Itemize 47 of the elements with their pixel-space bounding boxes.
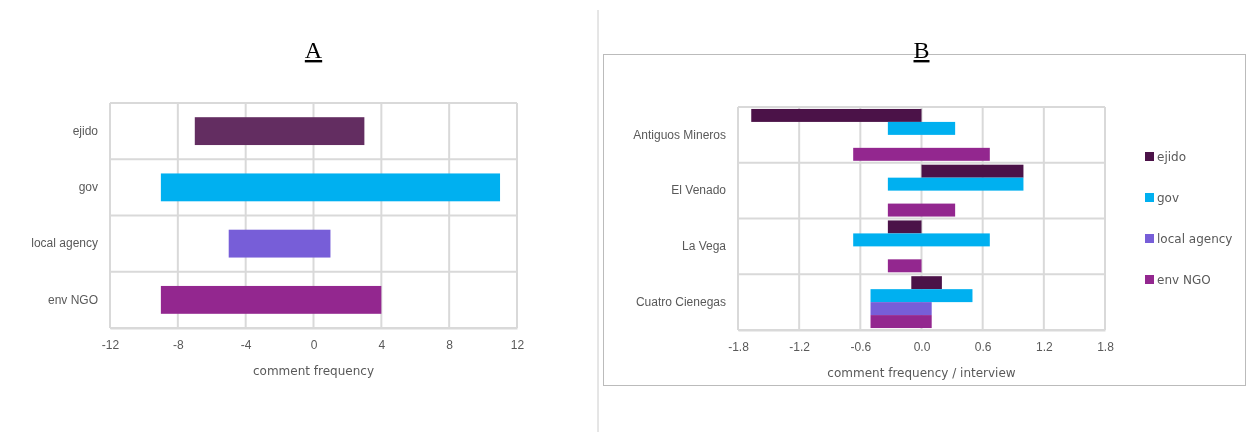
y-tick-label: gov bbox=[78, 180, 98, 195]
bar bbox=[887, 259, 922, 273]
x-tick-label: -1.8 bbox=[728, 339, 750, 354]
bar bbox=[887, 121, 956, 135]
x-tick-label: 1.8 bbox=[1097, 339, 1115, 354]
x-tick-label: 4 bbox=[378, 337, 386, 352]
x-tick-label: 12 bbox=[510, 337, 525, 352]
bar bbox=[228, 229, 331, 258]
x-tick-label: -8 bbox=[173, 337, 184, 352]
x-axis-title: comment frequency / interview bbox=[827, 366, 1016, 380]
y-tick-label: La Vega bbox=[681, 239, 727, 254]
bar bbox=[160, 285, 382, 314]
bar bbox=[160, 173, 501, 202]
bar bbox=[870, 289, 973, 303]
y-tick-label: Cuatro Cienegas bbox=[635, 294, 726, 309]
bar bbox=[853, 233, 990, 247]
legend-label: local agency bbox=[1157, 232, 1233, 246]
x-tick-label: -0.6 bbox=[850, 339, 872, 354]
bar bbox=[751, 108, 922, 122]
x-tick-label: 8 bbox=[446, 337, 454, 352]
x-tick-label: 0.6 bbox=[974, 339, 992, 354]
x-tick-label: -1.2 bbox=[789, 339, 811, 354]
legend-label: gov bbox=[1157, 191, 1180, 205]
y-tick-label: ejido bbox=[72, 123, 99, 138]
bar bbox=[911, 276, 942, 290]
chart-title: A bbox=[304, 37, 323, 63]
y-tick-label: El Venado bbox=[671, 183, 727, 198]
legend-label: ejido bbox=[1157, 150, 1187, 164]
y-tick-label: env NGO bbox=[47, 292, 98, 307]
x-tick-label: -4 bbox=[240, 337, 252, 352]
x-tick-label: 1.2 bbox=[1035, 339, 1053, 354]
bar bbox=[887, 177, 1024, 191]
bar bbox=[921, 164, 1024, 178]
x-tick-label: -12 bbox=[101, 337, 120, 352]
y-tick-label: Antiguos Mineros bbox=[633, 127, 726, 142]
legend-label: env NGO bbox=[1157, 273, 1211, 287]
bar bbox=[870, 315, 932, 329]
x-axis-title: comment frequency bbox=[252, 364, 375, 378]
x-tick-label: 0 bbox=[310, 337, 318, 352]
chart-title: B bbox=[913, 37, 930, 63]
x-tick-label: 0.0 bbox=[913, 339, 931, 354]
bar bbox=[870, 302, 932, 316]
bar bbox=[853, 147, 990, 161]
y-tick-label: local agency bbox=[31, 236, 98, 251]
bar bbox=[194, 117, 365, 146]
bar bbox=[887, 220, 922, 234]
bar bbox=[887, 203, 956, 217]
